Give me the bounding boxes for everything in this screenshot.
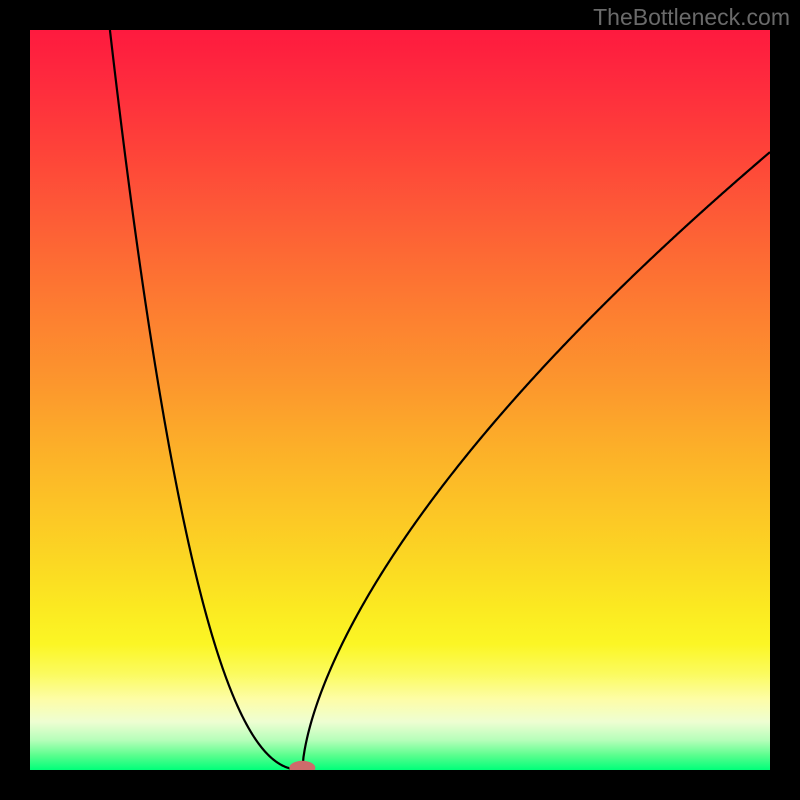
optimum-marker — [289, 761, 315, 775]
chart-container: { "watermark": "TheBottleneck.com", "cha… — [0, 0, 800, 800]
bottleneck-chart — [0, 0, 800, 800]
gradient-background — [30, 30, 770, 770]
watermark-text: TheBottleneck.com — [593, 4, 790, 31]
